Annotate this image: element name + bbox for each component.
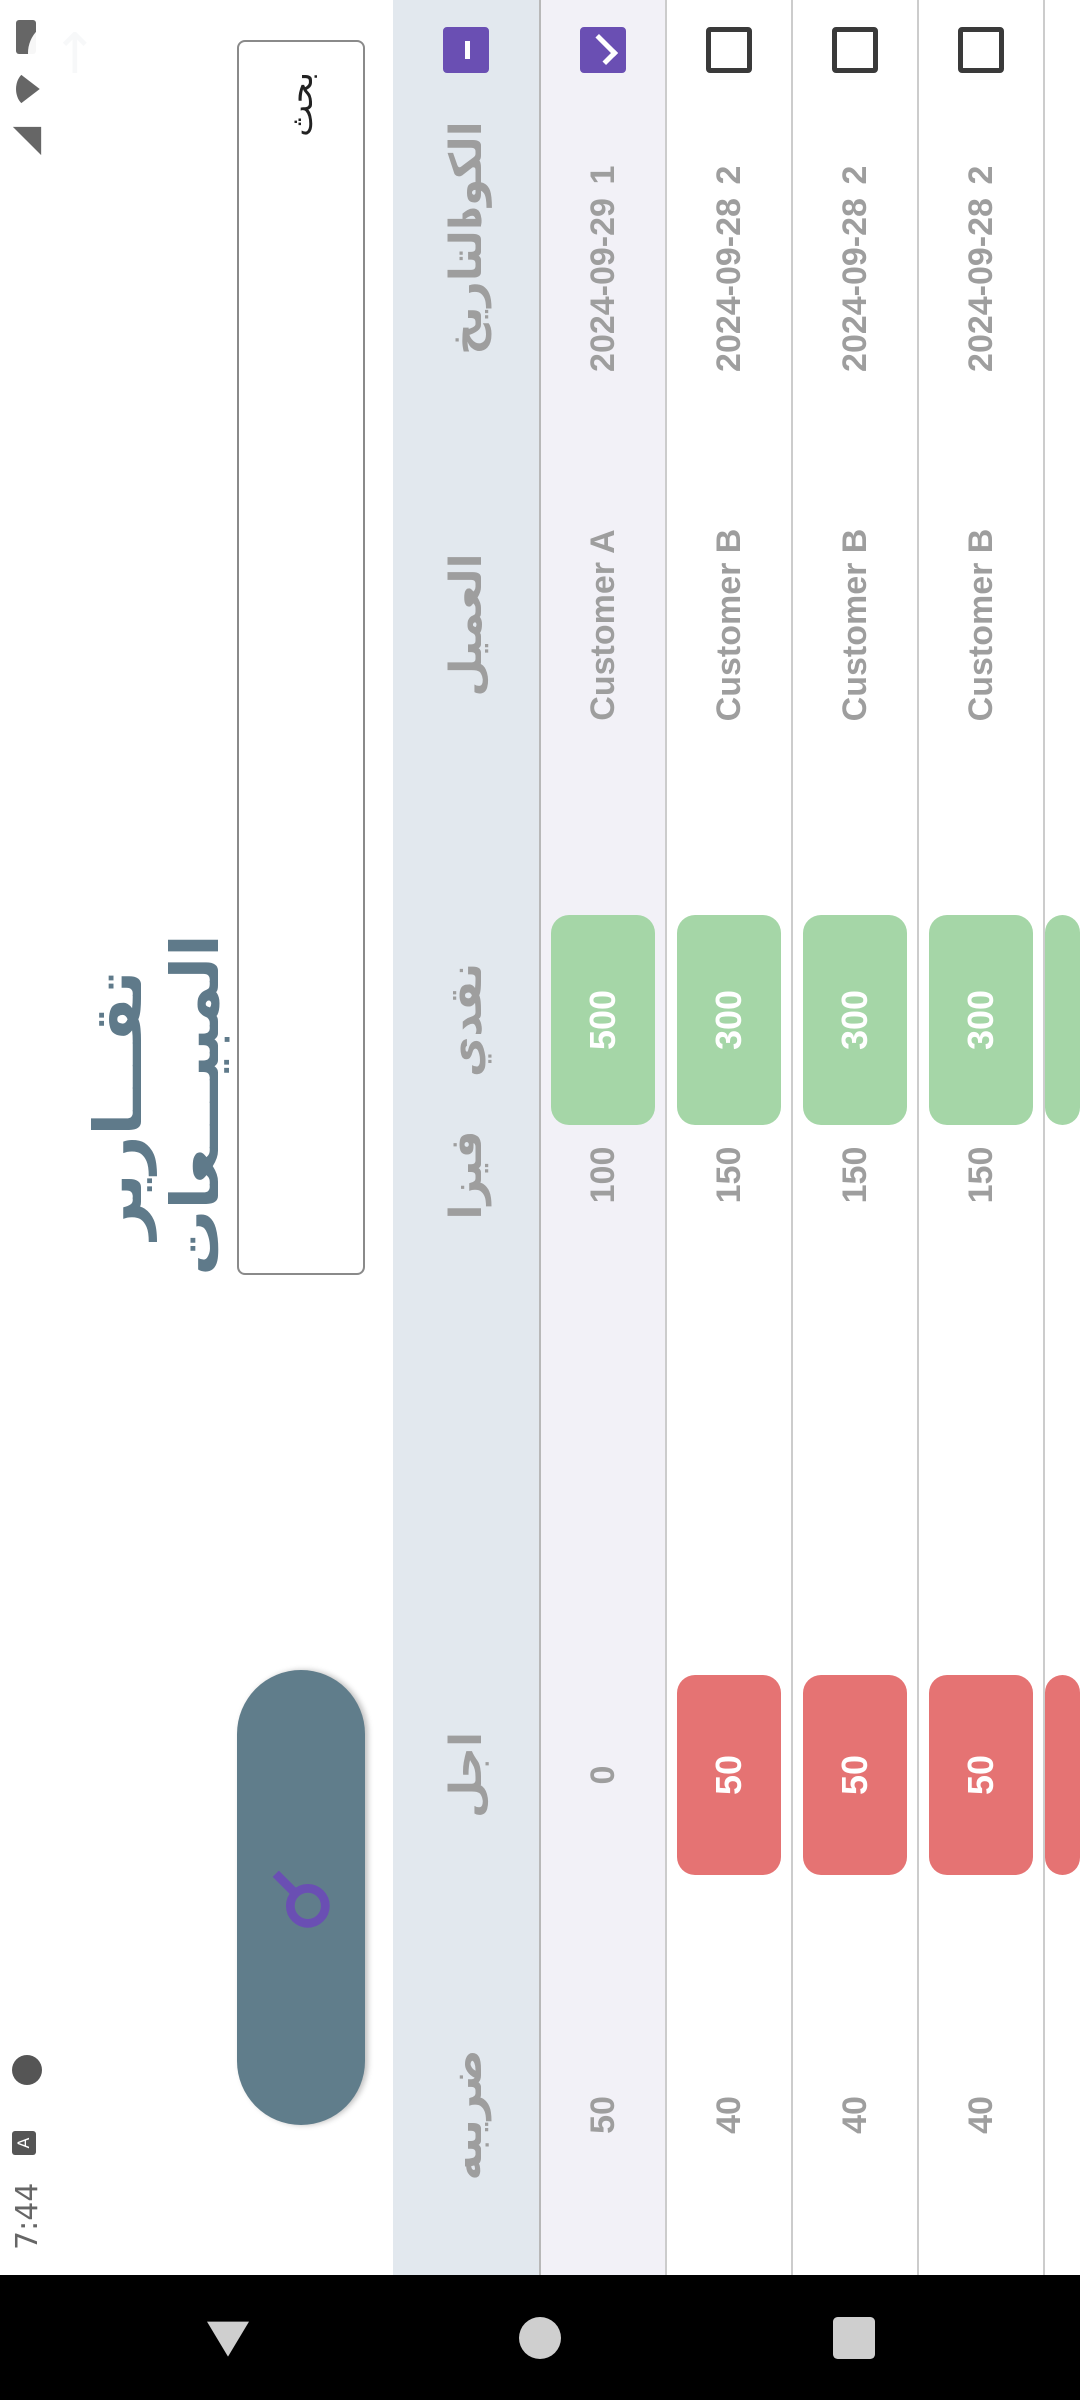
table-row[interactable]: 40 50 150 300 Customer B 2024-09-28 2	[919, 0, 1045, 2275]
touch-ripple	[28, 21, 92, 85]
table-row[interactable]: 40 50 150 300 Customer B 2024-09-28 2	[667, 0, 793, 2275]
signal-off-icon	[12, 126, 42, 156]
cell-cash: 300	[919, 915, 1043, 1125]
cell-code: 2	[709, 165, 748, 185]
column-header-customer[interactable]: العميل	[440, 553, 492, 697]
cell-code: 2	[835, 165, 874, 185]
column-header-later[interactable]: اجل	[440, 1731, 492, 1819]
row-checkbox[interactable]	[580, 27, 626, 73]
face-icon	[12, 2053, 44, 2085]
cell-customer: Customer B	[709, 528, 748, 722]
column-header-tax[interactable]: ضريبه	[440, 2049, 492, 2181]
row-select-cell[interactable]	[793, 5, 917, 95]
cell-later: 50	[919, 1675, 1043, 1875]
cell-tax: 40	[961, 2096, 1000, 2134]
cash-badge: 300	[677, 915, 781, 1125]
status-bar: 7:44 A	[0, 0, 60, 2275]
page-title: تقـــارير المبيـــعات	[80, 934, 234, 1276]
nav-back-icon[interactable]	[200, 2310, 256, 2366]
cell-cash	[1045, 915, 1080, 1125]
cash-badge-partial	[1045, 915, 1080, 1125]
cell-tax: 40	[709, 2096, 748, 2134]
status-right-icons	[10, 20, 44, 158]
search-field[interactable]	[237, 40, 365, 1275]
cash-badge: 300	[803, 915, 907, 1125]
search-input[interactable]	[239, 42, 363, 1273]
later-badge: 50	[677, 1675, 781, 1875]
cell-later: 0	[583, 1765, 622, 1785]
nav-home-icon[interactable]	[512, 2310, 568, 2366]
row-select-cell[interactable]	[541, 5, 665, 95]
nav-recent-icon[interactable]	[826, 2310, 882, 2366]
row-select-cell[interactable]	[919, 5, 1043, 95]
cell-cash: 500	[541, 915, 665, 1125]
navigation-bar	[0, 2275, 1080, 2400]
table-row[interactable]: 40 50 150 300 Customer B 2024-09-28 2	[793, 0, 919, 2275]
cell-tax: 40	[835, 2096, 874, 2134]
cell-later	[1045, 1675, 1080, 1875]
sales-table: ضريبه اجل فيزا نقدي العميل التاريخ الكود…	[393, 0, 1080, 2275]
app-root: 7:44 A ↑ تقـــارير المبيـــعات ضريبه اجل…	[0, 0, 1080, 2275]
table-row[interactable]: 50 0 100 500 Customer A 2024-09-29 1	[541, 0, 667, 2275]
status-time: 7:44	[10, 2182, 45, 2250]
column-header-code[interactable]: الكود	[440, 121, 492, 229]
row-checkbox[interactable]	[706, 27, 752, 73]
cell-cash: 300	[667, 915, 791, 1125]
select-all-cell[interactable]	[393, 5, 539, 95]
later-badge: 50	[803, 1675, 907, 1875]
search-icon	[272, 1870, 330, 1928]
table-row-partial[interactable]	[1045, 0, 1080, 2275]
row-checkbox[interactable]	[958, 27, 1004, 73]
wifi-icon	[16, 74, 40, 104]
cell-code: 1	[583, 165, 622, 185]
select-all-checkbox[interactable]	[443, 27, 489, 73]
column-header-cash[interactable]: نقدي	[440, 963, 492, 1077]
cell-cash: 300	[793, 915, 917, 1125]
cell-tax: 50	[583, 2096, 622, 2134]
cash-badge: 300	[929, 915, 1033, 1125]
row-checkbox[interactable]	[832, 27, 878, 73]
row-select-cell[interactable]	[667, 5, 791, 95]
cell-customer: Customer B	[961, 528, 1000, 722]
cell-customer: Customer A	[583, 529, 622, 721]
cash-badge: 500	[551, 915, 655, 1125]
later-badge-partial	[1045, 1675, 1080, 1875]
cell-code: 2	[961, 165, 1000, 185]
a-icon: A	[12, 2123, 44, 2155]
table-header: ضريبه اجل فيزا نقدي العميل التاريخ الكود	[393, 0, 541, 2275]
cell-later: 50	[667, 1675, 791, 1875]
cell-customer: Customer B	[835, 528, 874, 722]
search-button[interactable]	[237, 1670, 365, 2125]
later-badge: 50	[929, 1675, 1033, 1875]
cell-later: 50	[793, 1675, 917, 1875]
